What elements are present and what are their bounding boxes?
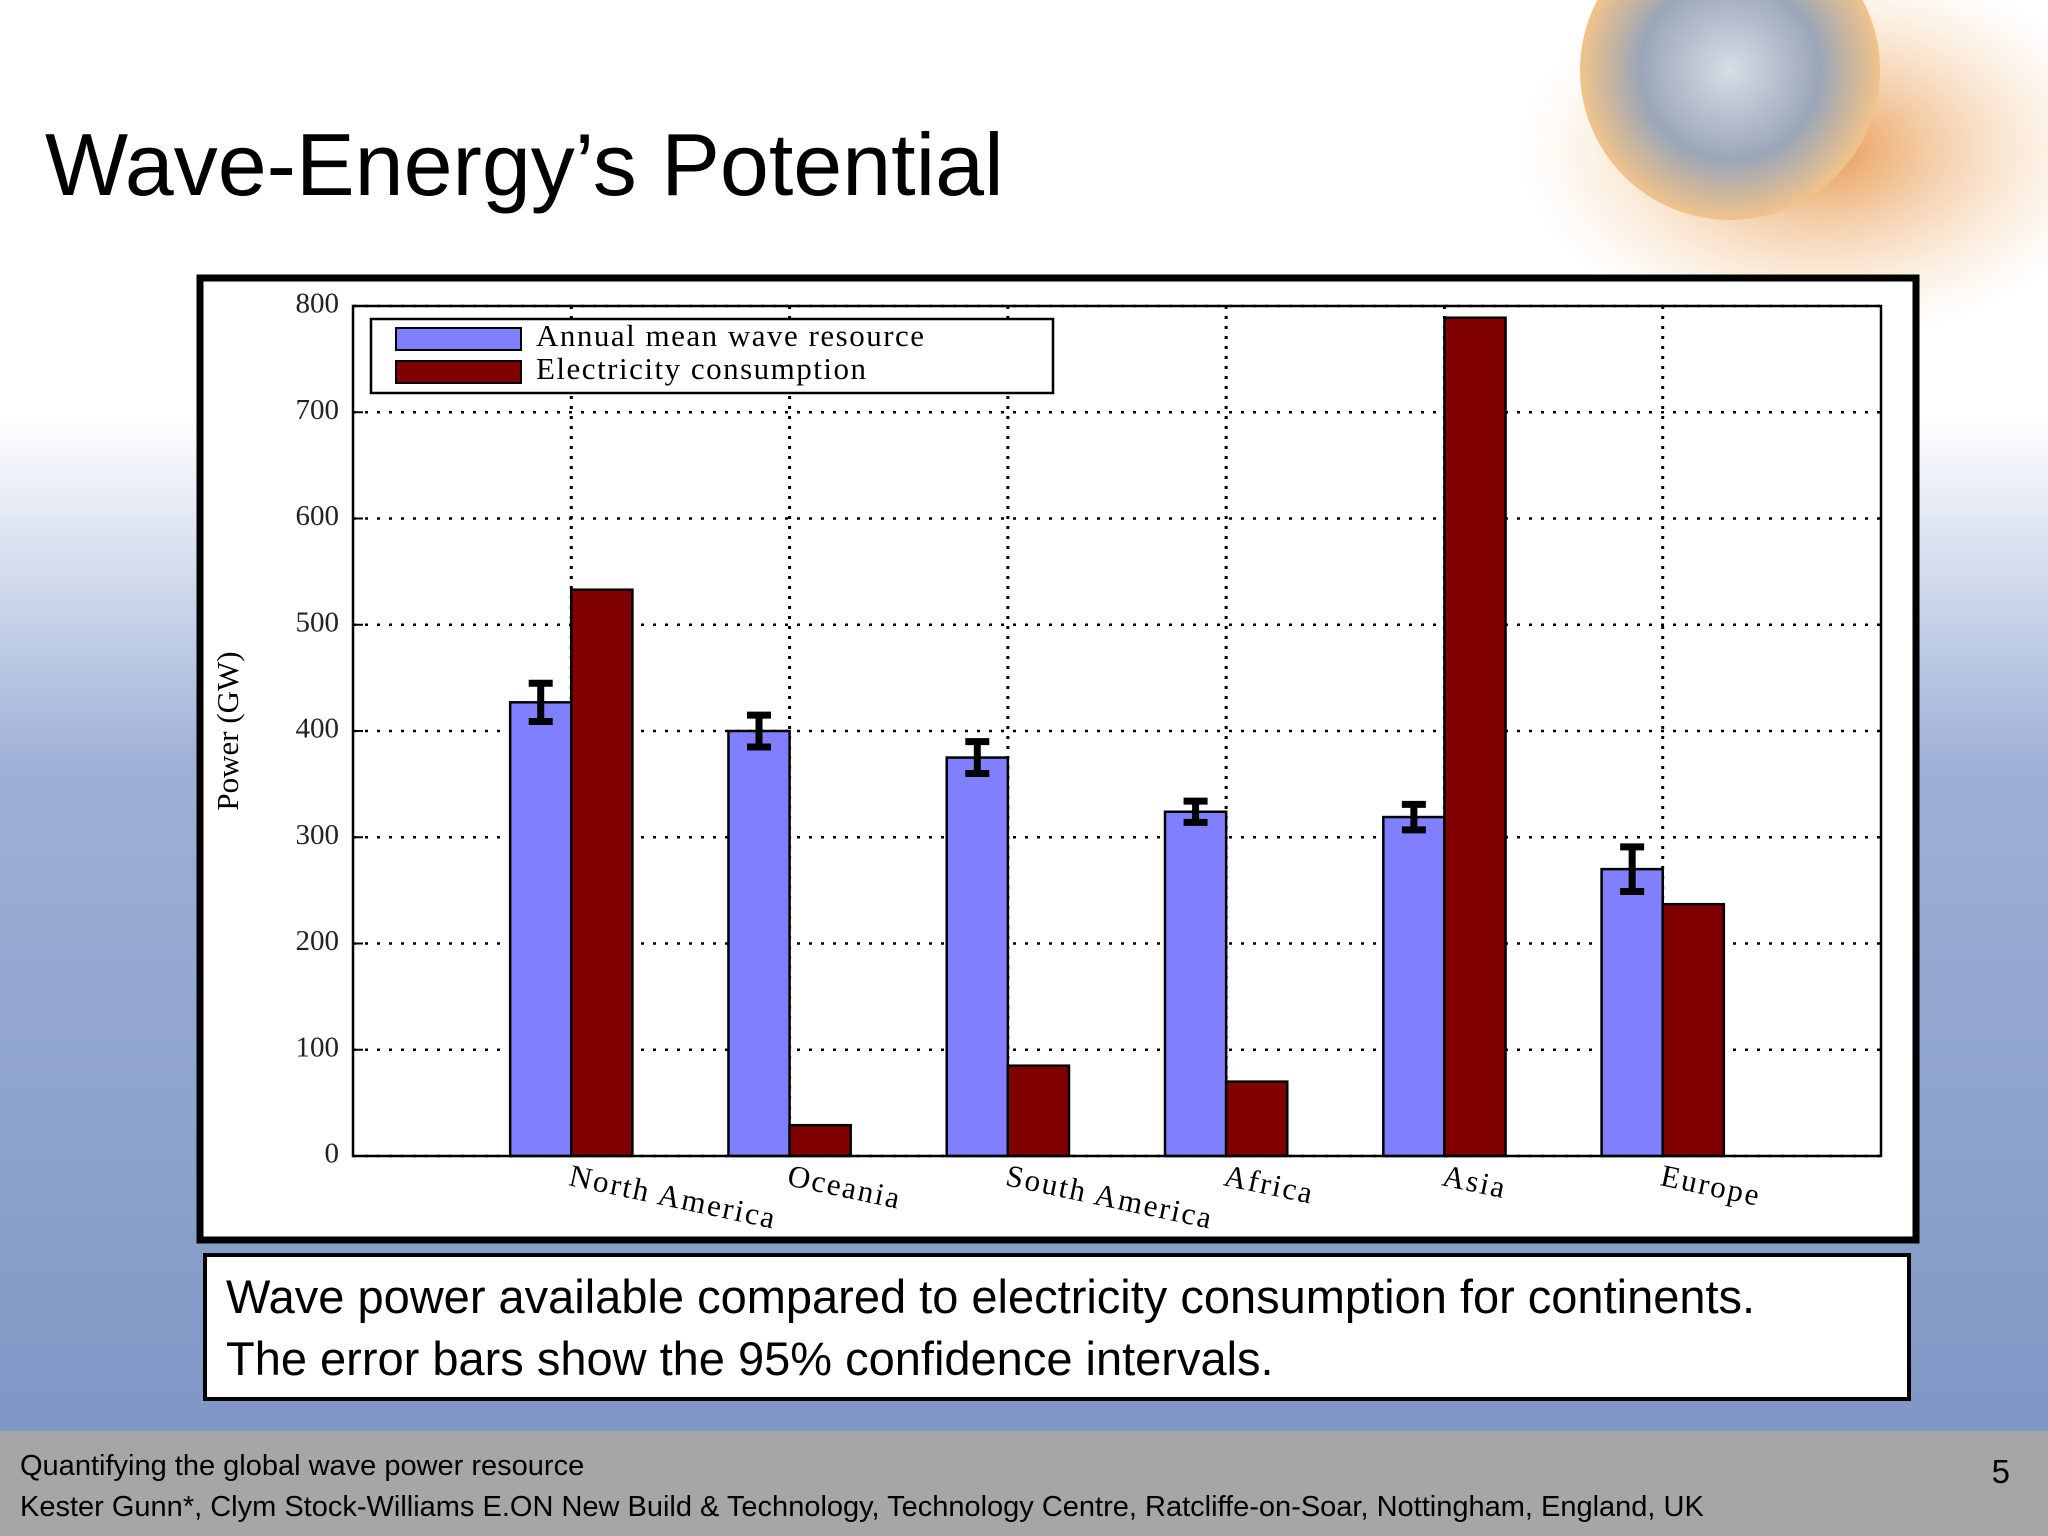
bar (1382, 815, 1446, 1158)
bar (727, 729, 791, 1158)
y-tick-label: 200 (296, 925, 340, 957)
bar (570, 588, 634, 1158)
page-number: 5 (1992, 1453, 2010, 1490)
y-tick-label: 600 (296, 500, 340, 532)
slide-title: Wave-Energy’s Potential (45, 115, 1004, 214)
bar (1224, 1080, 1289, 1158)
caption-line: Wave power available compared to electri… (226, 1270, 1755, 1323)
y-tick-label: 700 (296, 394, 340, 426)
plot-frame (351, 304, 1883, 1158)
y-tick-label: 0 (325, 1138, 340, 1170)
legend-swatch (395, 327, 522, 351)
error-bar (1401, 800, 1426, 834)
bar (508, 701, 573, 1158)
y-tick-label: 400 (296, 713, 340, 745)
error-bar (1620, 843, 1645, 895)
caption-box (203, 1253, 1911, 1401)
legend-label: Electricity consumption (536, 351, 868, 386)
error-bar (747, 711, 772, 751)
error-bar (965, 738, 990, 777)
footer-line: Kester Gunn*, Clym Stock-Williams E.ON N… (20, 1491, 1704, 1523)
bar (1443, 316, 1507, 1158)
caption-line: The error bars show the 95% confidence i… (226, 1332, 1274, 1385)
y-tick-label: 800 (296, 288, 340, 320)
bar (1600, 867, 1664, 1158)
bar (788, 1123, 852, 1158)
error-bar (528, 679, 553, 725)
bar (1163, 810, 1228, 1158)
bar (945, 756, 1010, 1158)
y-axis-label: Power (GW) (210, 651, 245, 810)
y-tick-label: 500 (296, 606, 340, 638)
legend-label: Annual mean wave resource (536, 318, 926, 353)
footer-band (0, 1431, 2048, 1536)
globe-decor (1580, 0, 1880, 220)
bar (1006, 1064, 1071, 1158)
legend-swatch (395, 360, 522, 384)
bar (1661, 902, 1726, 1158)
footer-line: Quantifying the global wave power resour… (20, 1450, 584, 1482)
error-bar (1183, 797, 1208, 826)
y-tick-label: 300 (296, 819, 340, 851)
y-tick-label: 100 (296, 1031, 340, 1063)
